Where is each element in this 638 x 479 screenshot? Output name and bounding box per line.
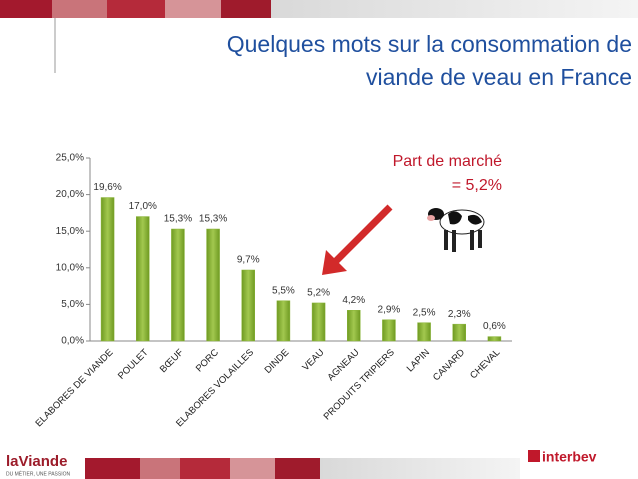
bottom-stripes: [85, 458, 520, 479]
x-tick-label: ELABORES DE VIANDE: [33, 347, 115, 429]
y-tick-label: 5,0%: [61, 299, 84, 310]
bar: [382, 319, 396, 342]
value-label: 15,3%: [164, 214, 192, 225]
value-label: 2,3%: [448, 309, 471, 320]
y-tick-label: 0,0%: [61, 336, 84, 347]
x-tick-label: DINDE: [263, 347, 292, 376]
bar: [417, 322, 431, 342]
top-stripes: [0, 0, 638, 18]
value-label: 2,5%: [413, 307, 436, 318]
annotation: Part de marché: [393, 153, 502, 170]
value-label: 15,3%: [199, 214, 227, 225]
x-tick-label: AGNEAU: [325, 347, 361, 383]
bar: [452, 323, 466, 342]
x-tick-label: PRODUITS TRIPIERS: [322, 347, 397, 422]
bar: [100, 197, 115, 342]
logo-icon: [528, 450, 540, 462]
value-label: 2,9%: [378, 304, 401, 315]
value-label: 4,2%: [342, 295, 365, 306]
value-label: 19,6%: [93, 182, 121, 193]
bar: [347, 310, 361, 342]
x-tick-label: BŒUF: [158, 347, 186, 375]
bar: [206, 228, 220, 342]
x-tick-label: PORC: [194, 347, 221, 374]
y-tick-label: 10,0%: [56, 262, 84, 273]
bar: [171, 228, 185, 342]
x-tick-label: VEAU: [300, 347, 326, 373]
value-label: 5,2%: [307, 288, 330, 299]
y-tick-label: 25,0%: [56, 153, 84, 164]
bar: [136, 216, 150, 342]
title-line: viande de veau en France: [366, 64, 632, 90]
y-tick-label: 15,0%: [56, 226, 84, 237]
logo-right: interbev: [542, 449, 597, 465]
cow-icon: [427, 208, 485, 252]
bar: [241, 269, 255, 342]
x-tick-label: LAPIN: [405, 347, 432, 374]
y-tick-label: 20,0%: [56, 189, 84, 200]
value-label: 5,5%: [272, 285, 295, 296]
arrow: [322, 204, 393, 275]
bar: [311, 302, 326, 342]
logo-left: laViande: [6, 453, 67, 470]
title-line: Quelques mots sur la consommation de: [227, 31, 632, 57]
logo-tagline: DU MÉTIER, UNE PASSION: [6, 470, 70, 477]
bar: [487, 336, 502, 342]
x-tick-label: CANARD: [431, 347, 467, 383]
value-label: 9,7%: [237, 255, 260, 266]
x-tick-label: CHEVAL: [468, 347, 502, 381]
x-tick-label: POULET: [116, 347, 151, 382]
value-label: 17,0%: [129, 201, 157, 212]
annotation: = 5,2%: [452, 177, 502, 194]
bar: [276, 300, 291, 342]
value-label: 0,6%: [483, 321, 506, 332]
